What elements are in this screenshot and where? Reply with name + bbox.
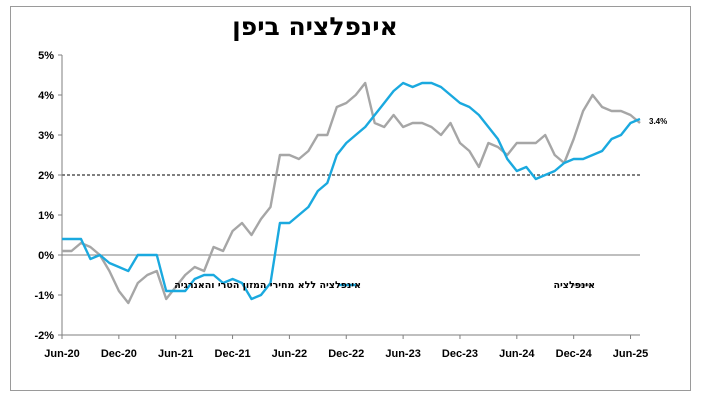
last-value-annotation: 3.4% bbox=[649, 117, 667, 126]
y-tick-label: 3% bbox=[38, 130, 54, 142]
core-inflation-line bbox=[62, 81, 641, 301]
legend-label-headline: אינפלציה bbox=[553, 280, 595, 291]
y-tick-label: 4% bbox=[38, 90, 54, 102]
x-tick-label: Jun-25 bbox=[613, 348, 648, 360]
x-tick-label: Jun-21 bbox=[158, 348, 193, 360]
x-tick-label: Jun-20 bbox=[44, 348, 79, 360]
y-tick-label: -1% bbox=[34, 290, 54, 302]
y-tick-label: 5% bbox=[38, 50, 54, 62]
y-tick-label: 2% bbox=[38, 170, 54, 182]
x-tick-label: Dec-22 bbox=[328, 348, 364, 360]
x-tick-label: Dec-23 bbox=[442, 348, 478, 360]
x-tick-label: Jun-24 bbox=[499, 348, 535, 360]
x-tick-label: Dec-20 bbox=[101, 348, 137, 360]
y-tick-label: 0% bbox=[38, 250, 54, 262]
chart-frame bbox=[10, 6, 691, 391]
x-tick-label: Dec-24 bbox=[556, 348, 593, 360]
x-tick-label: Jun-22 bbox=[272, 348, 307, 360]
x-tick-label: Jun-23 bbox=[385, 348, 420, 360]
y-tick-label: -2% bbox=[34, 330, 54, 342]
headline-inflation-line bbox=[62, 81, 641, 305]
x-tick-label: Dec-21 bbox=[215, 348, 251, 360]
y-tick-label: 1% bbox=[38, 210, 54, 222]
legend-label-core: אינפלציה ללא מחירי המזון הטרי והאנרגיה bbox=[174, 280, 361, 291]
chart-title: אינפלציה ביפן bbox=[232, 12, 398, 41]
legend: אינפלציה ללא מחירי המזון הטרי והאנרגיה א… bbox=[174, 280, 595, 291]
